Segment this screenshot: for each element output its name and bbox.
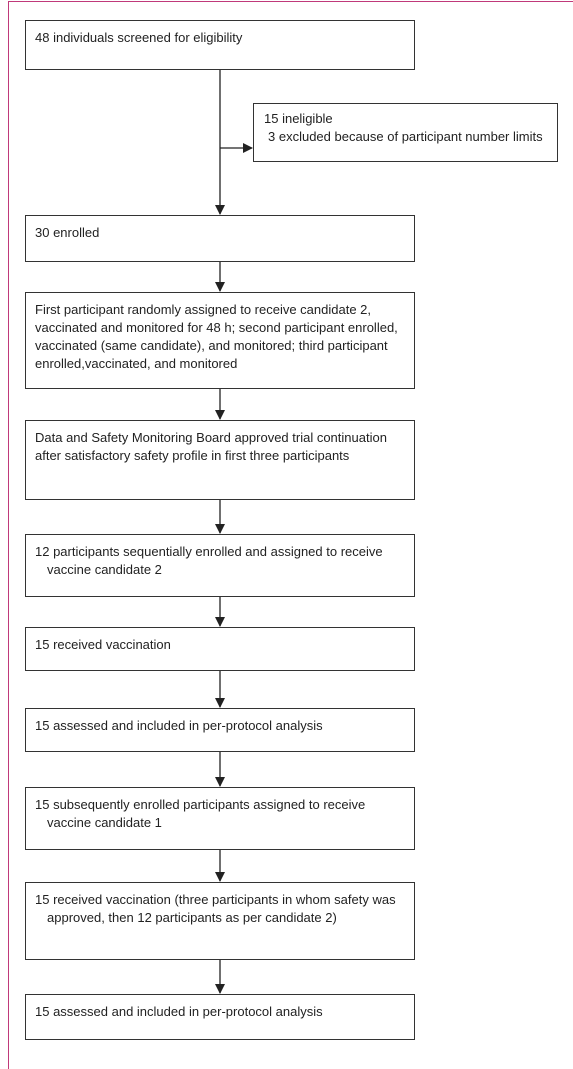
side-box: 15 ineligible 3 excluded because of part… [253, 103, 558, 162]
flow-box: 15 received vaccination (three participa… [25, 882, 415, 960]
flow-box: Data and Safety Monitoring Board approve… [25, 420, 415, 500]
side-line: 15 ineligible [264, 111, 333, 126]
flow-box: 12 participants sequentially enrolled an… [25, 534, 415, 597]
flow-box: 48 individuals screened for eligibility [25, 20, 415, 70]
flow-box: 30 enrolled [25, 215, 415, 262]
flow-box: 15 subsequently enrolled participants as… [25, 787, 415, 850]
frame [8, 1, 573, 1069]
flow-box: 15 assessed and included in per-protocol… [25, 994, 415, 1040]
flow-box: First participant randomly assigned to r… [25, 292, 415, 389]
flow-box: 15 assessed and included in per-protocol… [25, 708, 415, 752]
flow-box: 15 received vaccination [25, 627, 415, 671]
side-line: 3 excluded because of participant number… [268, 129, 543, 144]
